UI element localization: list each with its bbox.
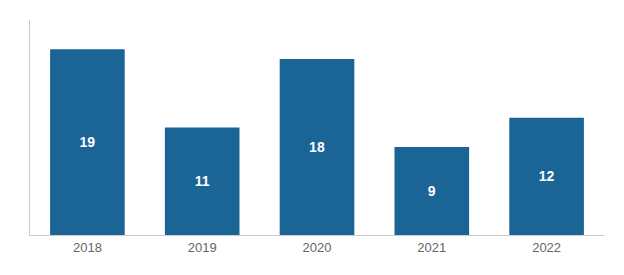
svg-text:2019: 2019 <box>188 240 217 255</box>
svg-text:2022: 2022 <box>532 240 561 255</box>
svg-text:19: 19 <box>80 134 96 150</box>
svg-text:12: 12 <box>539 168 555 184</box>
svg-text:2020: 2020 <box>303 240 332 255</box>
svg-text:2018: 2018 <box>73 240 102 255</box>
svg-text:9: 9 <box>428 183 436 199</box>
svg-text:11: 11 <box>195 173 210 189</box>
svg-text:2021: 2021 <box>417 240 446 255</box>
svg-text:18: 18 <box>309 139 325 155</box>
